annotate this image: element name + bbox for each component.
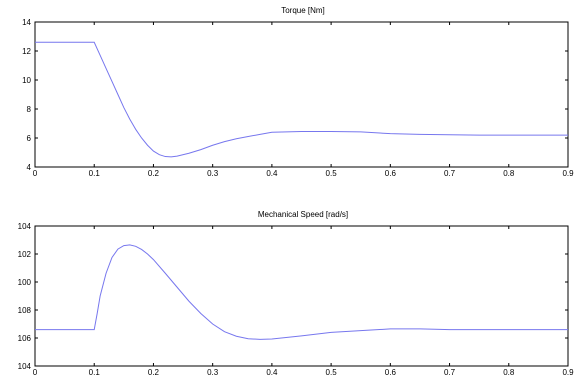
speed-x-tick-label: 0 [33, 368, 38, 377]
torque-x-tick-label: 0.8 [503, 169, 515, 178]
speed-y-tick-label: 106 [18, 334, 32, 343]
torque-y-tick-label: 12 [22, 47, 31, 56]
torque-x-tick-label: 0.6 [385, 169, 397, 178]
speed-y-tick-label: 108 [18, 306, 32, 315]
torque-y-tick-label: 6 [27, 134, 32, 143]
torque-series-line [35, 41, 568, 158]
speed-x-tick-label: 0.6 [385, 368, 397, 377]
torque-x-tick-label: 0.5 [326, 169, 338, 178]
torque-x-tick-label: 0.1 [89, 169, 101, 178]
speed-y-tick-label: 102 [18, 250, 32, 259]
speed-plot-area [34, 225, 569, 367]
torque-x-tick-label: 0.3 [207, 169, 219, 178]
speed-x-tick-label: 0.2 [148, 368, 160, 377]
torque-x-ticks: 0 0.1 0.2 0.3 0.4 0.5 0.6 0.7 0.8 0.9 [33, 22, 574, 178]
speed-y-tick-label: 104 [18, 362, 32, 371]
torque-y-tick-label: 14 [22, 18, 31, 27]
speed-y-tick-label: 104 [18, 222, 32, 231]
torque-x-tick-label: 0 [33, 169, 38, 178]
speed-x-tick-label: 0.9 [562, 368, 574, 377]
torque-plot-title: Torque [Nm] [281, 6, 325, 15]
torque-x-tick-label: 0.2 [148, 169, 160, 178]
speed-series-line [35, 244, 568, 340]
speed-x-tick-label: 0.5 [326, 368, 338, 377]
speed-y-ticks: 104 106 108 100 102 104 [18, 222, 568, 371]
speed-x-tick-label: 0.1 [89, 368, 101, 377]
torque-plot: Torque [Nm] 0 0.1 0.2 0.3 0.4 0.5 0.6 0.7 0.8 0.9… [22, 6, 574, 178]
speed-x-tick-label: 0.4 [266, 368, 278, 377]
speed-plot-title: Mechanical Speed [rad/s] [258, 210, 348, 219]
speed-x-tick-label: 0.3 [207, 368, 219, 377]
torque-y-tick-label: 4 [27, 163, 32, 172]
torque-y-tick-label: 8 [27, 105, 32, 114]
speed-x-tick-label: 0.8 [503, 368, 515, 377]
torque-x-tick-label: 0.4 [266, 169, 278, 178]
torque-x-tick-label: 0.7 [444, 169, 456, 178]
torque-y-tick-label: 10 [22, 76, 31, 85]
speed-y-tick-label: 100 [18, 278, 32, 287]
torque-x-tick-label: 0.9 [562, 169, 574, 178]
speed-x-ticks: 0 0.1 0.2 0.3 0.4 0.5 0.6 0.7 0.8 0.9 [33, 226, 574, 377]
torque-plot-area [34, 21, 569, 168]
speed-x-tick-label: 0.7 [444, 368, 456, 377]
speed-plot: Mechanical Speed [rad/s] 0 0.1 0.2 0.3 0.4 0.… [18, 210, 574, 377]
torque-y-ticks: 4 6 8 10 12 14 [22, 18, 568, 172]
